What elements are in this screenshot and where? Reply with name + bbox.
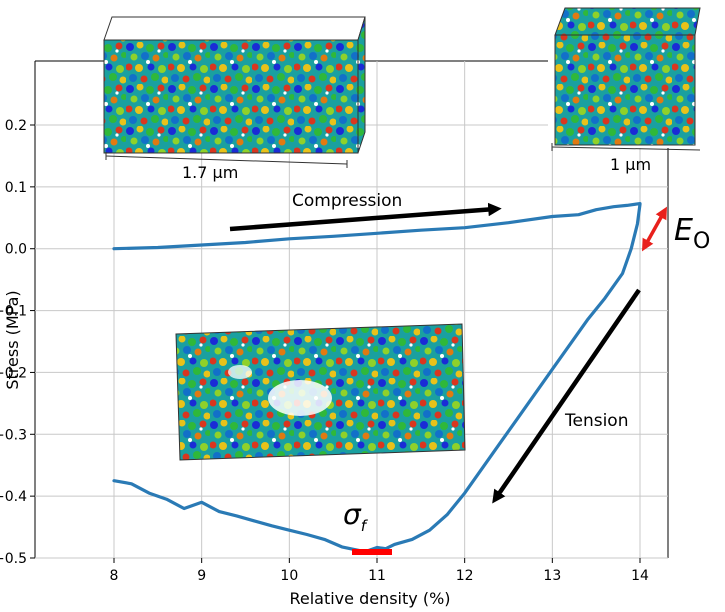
y-tick-label: −0.4 [0,489,27,505]
x-axis-label: Relative density (%) [289,589,450,608]
compression-arrow [229,202,502,232]
particle-network-image-top-left [103,16,366,154]
compression-label: Compression [292,191,402,211]
x-tick-label: 13 [543,568,561,584]
y-tick-label: −0.2 [0,365,27,381]
y-tick-label: 0.0 [5,242,27,258]
x-tick-label: 11 [368,568,386,584]
y-tick-label: −0.3 [0,427,27,443]
x-tick-label: 12 [456,568,474,584]
strength-label: σf [343,498,369,535]
scale-label-top-right: 1 µm [610,155,651,174]
scale-bar-top-left [105,152,348,168]
x-tick-label: 8 [110,568,119,584]
particle-network-image-top-right [548,7,701,148]
x-tick-label: 9 [197,568,206,584]
y-axis-ticks: 0.2 0.1 0.0 −0.1 −0.2 −0.3 −0.4 −0.5 [0,118,35,567]
y-tick-label: 0.2 [5,118,27,134]
scale-label-top-left: 1.7 µm [182,163,238,182]
y-tick-label: −0.1 [0,304,27,320]
modulus-arrow [642,206,667,252]
y-tick-label: −0.5 [0,551,27,567]
stress-curve-line [112,202,642,553]
y-axis-label: Stress (MPa) [3,290,22,389]
y-tick-label: 0.1 [5,180,27,196]
x-axis-ticks: 8 9 10 11 12 13 14 [110,558,649,584]
modulus-label: EO [674,213,710,254]
scale-bar-top-right [551,143,701,151]
x-tick-label: 14 [631,568,649,584]
x-tick-label: 10 [280,568,298,584]
particle-network-image-center [175,323,466,461]
tension-label: Tension [564,411,628,431]
tension-arrow [492,288,641,504]
